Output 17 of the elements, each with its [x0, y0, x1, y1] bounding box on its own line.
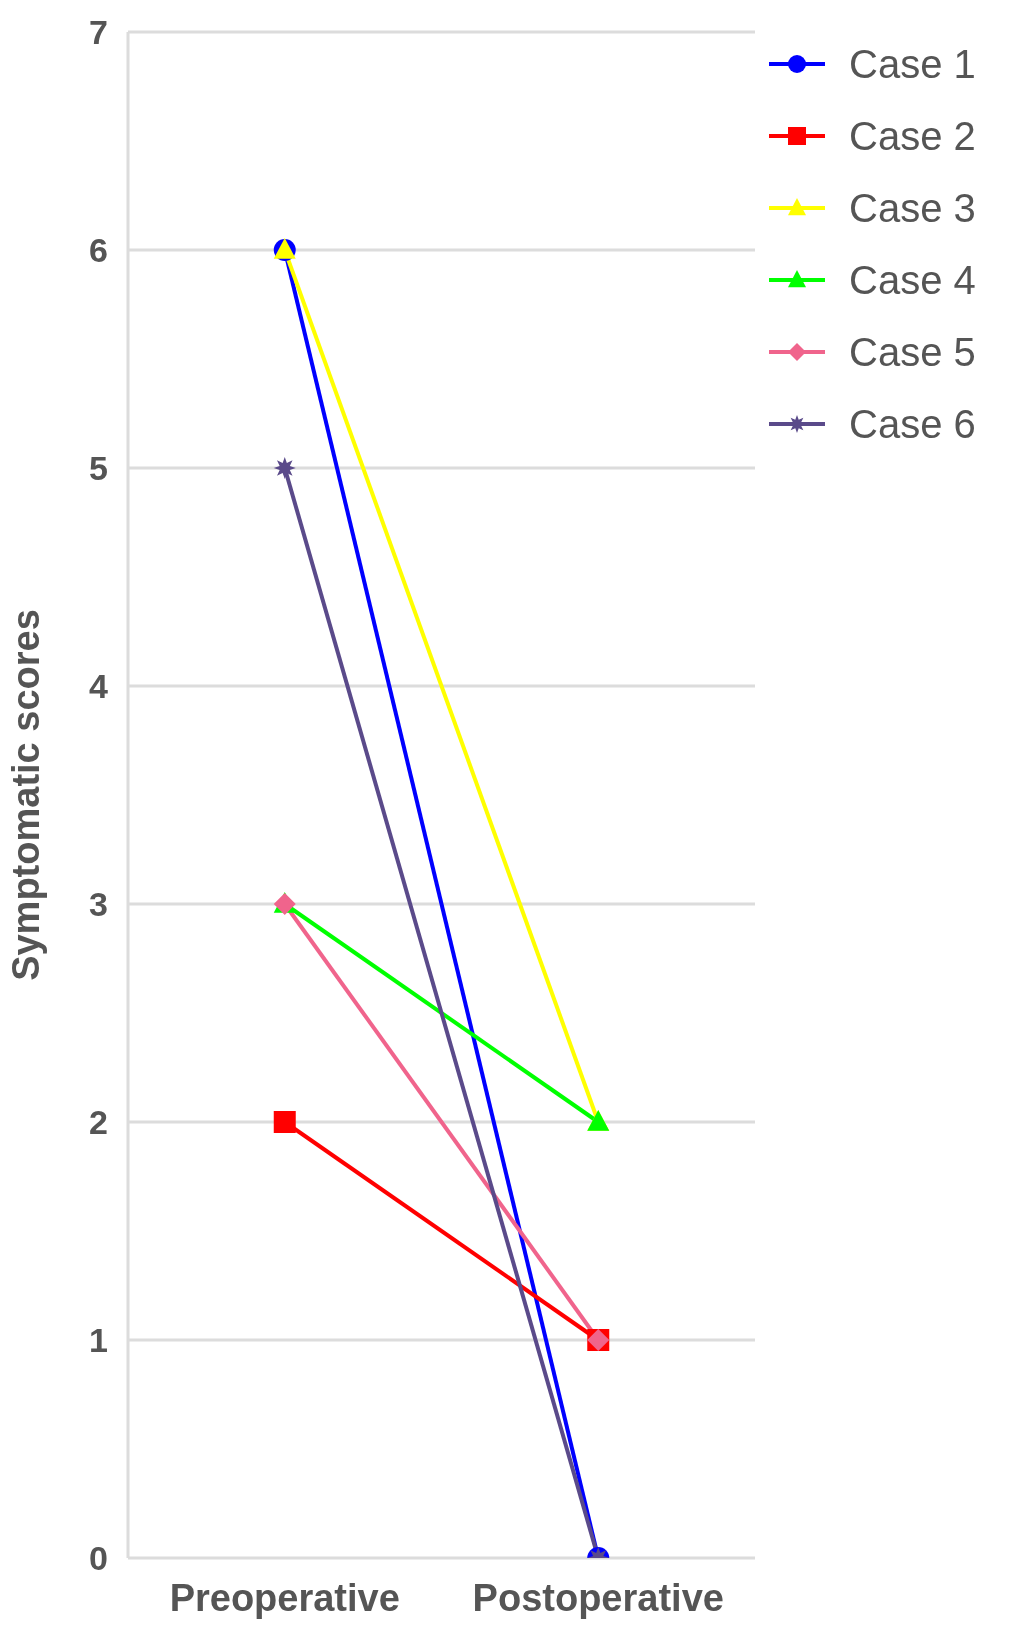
- legend-label: Case 2: [849, 113, 976, 159]
- legend-label: Case 4: [849, 257, 976, 303]
- y-tick-label: 1: [89, 1321, 108, 1360]
- legend-label: Case 5: [849, 329, 976, 375]
- y-tick-label: 0: [89, 1539, 108, 1578]
- y-axis-title: Symptomatic scores: [5, 609, 48, 981]
- y-tick-label: 4: [89, 667, 109, 706]
- x-tick-label: Postoperative: [472, 1576, 724, 1619]
- y-tick-label: 2: [89, 1103, 108, 1142]
- y-tick-label: 7: [89, 13, 108, 52]
- y-tick-label: 5: [89, 449, 108, 488]
- legend-label: Case 6: [849, 401, 976, 447]
- x-tick-label: Preoperative: [169, 1576, 400, 1619]
- y-tick-label: 6: [89, 231, 108, 270]
- y-tick-label: 3: [89, 885, 108, 924]
- legend-label: Case 3: [849, 185, 976, 231]
- legend-label: Case 1: [849, 41, 976, 87]
